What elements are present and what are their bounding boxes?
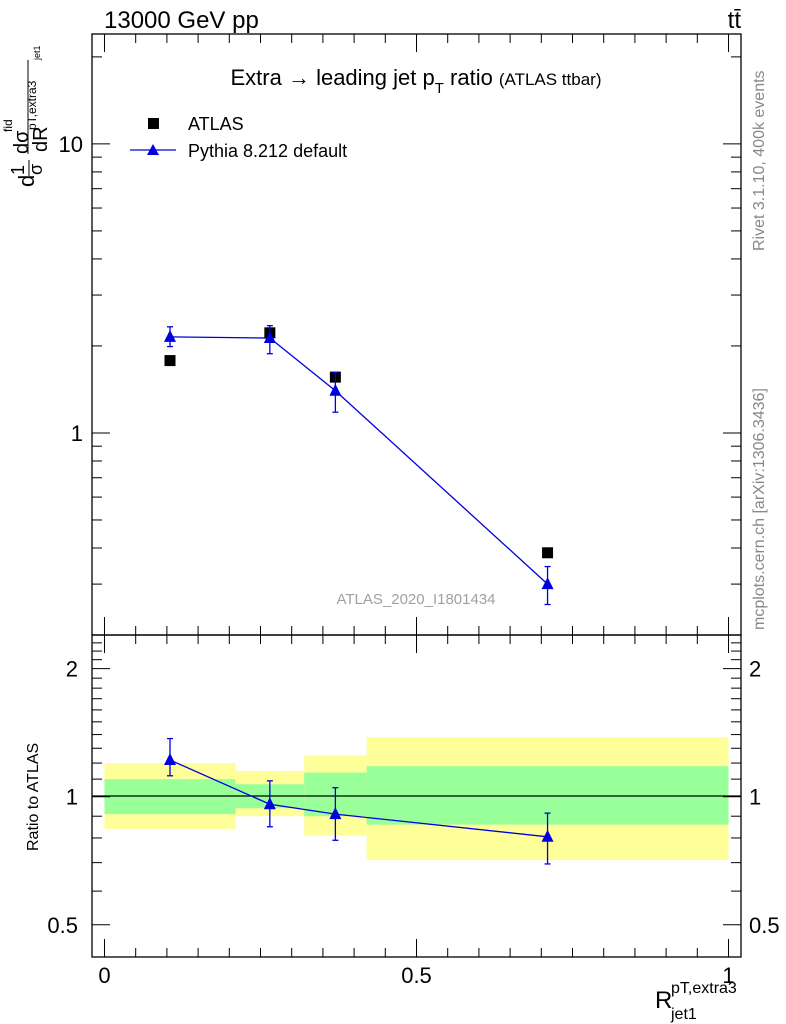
svg-text:R: R (655, 987, 672, 1014)
ratio-frame (91, 634, 742, 958)
mc-line (169, 336, 548, 585)
svg-text:dR: dR (30, 126, 52, 152)
main-ticks: 1 10 (59, 34, 741, 636)
svg-text:jet1: jet1 (32, 45, 42, 61)
ratio-ytick-label-right: 1 (749, 785, 761, 810)
mc-point (541, 577, 554, 590)
main-ytick-label: 10 (59, 132, 83, 157)
ratio-bands (104, 737, 729, 861)
mcplots-note: mcplots.cern.ch [arXiv:1306.3436] (751, 388, 768, 630)
svg-text:pT,extra3: pT,extra3 (671, 980, 737, 997)
ratio-ytick-label-right: 2 (749, 657, 761, 682)
legend-mc-label: Pythia 8.212 default (188, 141, 347, 161)
mc-point (164, 329, 177, 342)
legend-data-marker (148, 118, 159, 129)
svg-text:jet1: jet1 (670, 1006, 697, 1023)
ratio-xtick-label: 0.5 (401, 963, 432, 988)
ratio-ticks: 0.5 0.5 1 1 2 2 0 0.5 1 (47, 635, 780, 988)
ratio-ytick-label-left: 2 (66, 657, 78, 682)
ratio-point (329, 807, 342, 820)
legend: ATLAS Pythia 8.212 default (130, 114, 347, 161)
header-left: 13000 GeV pp (104, 7, 259, 34)
svg-text:1: 1 (8, 165, 28, 175)
ratio-ylabel: Ratio to ATLAS (25, 743, 42, 851)
legend-data-label: ATLAS (188, 114, 244, 134)
svg-text:σ: σ (26, 164, 46, 175)
data-point (542, 547, 554, 559)
ratio-xlabel: R pT,extra3 jet1 (655, 980, 737, 1023)
svg-text:fid: fid (1, 119, 15, 132)
ratio-ytick-label-left: 0.5 (47, 913, 78, 938)
main-ytick-label: 1 (71, 421, 83, 446)
mc-point (263, 331, 276, 344)
svg-text:pT,extra3: pT,extra3 (25, 80, 39, 130)
ratio-xtick-label: 0 (98, 963, 110, 988)
ratio-xtick-label: 1 (722, 963, 734, 988)
svg-text:d: d (14, 175, 39, 187)
ratio-point (263, 797, 276, 810)
rivet-note: Rivet 3.1.10, 400k events (751, 70, 768, 251)
ratio-point (541, 829, 554, 842)
ratio-series (164, 737, 554, 865)
main-ylabel: d 1 σ dσ fid pT,extra3 jet1 dR (1, 45, 52, 187)
main-series (164, 325, 554, 606)
data-point (164, 355, 176, 367)
ratio-mc-line (169, 759, 548, 838)
main-title: Extra → leading jet pT ratio (ATLAS ttbar… (231, 65, 602, 97)
ratio-point (164, 752, 177, 765)
ratio-ytick-label-left: 1 (66, 785, 78, 810)
ratio-ytick-label-right: 0.5 (749, 913, 780, 938)
watermark: ATLAS_2020_I1801434 (336, 591, 495, 608)
header-right: tt̄ (728, 7, 742, 34)
legend-mc-marker (147, 144, 159, 155)
mc-point (329, 383, 342, 396)
